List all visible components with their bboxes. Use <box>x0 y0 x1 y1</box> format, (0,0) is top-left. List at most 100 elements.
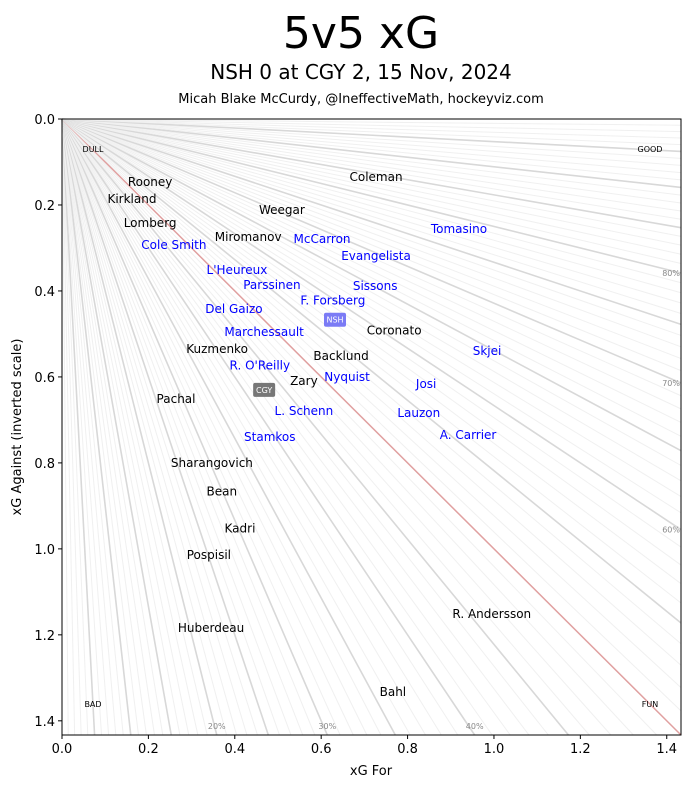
share-label: 80% <box>662 269 680 278</box>
share-line-90 <box>61 118 682 189</box>
share-line-92 <box>61 118 682 174</box>
chart-title: 5v5 xG <box>283 8 439 59</box>
player-label: Rooney <box>128 175 173 189</box>
player-label: R. O'Reilly <box>230 359 291 373</box>
share-line-82 <box>61 118 682 255</box>
share-line-56 <box>61 118 682 604</box>
share-line-39 <box>61 118 459 736</box>
plot-frame <box>61 118 682 736</box>
share-line-71 <box>61 118 682 372</box>
x-tick-label: 0.6 <box>311 742 332 757</box>
share-line-15 <box>61 118 173 736</box>
share-line-64 <box>61 118 682 466</box>
share-line-1 <box>61 118 69 736</box>
player-label: McCarron <box>294 232 351 246</box>
player-label: F. Forsberg <box>300 294 365 308</box>
player-label: Coleman <box>349 170 402 184</box>
y-tick-label: 0.8 <box>34 457 55 472</box>
share-line-99 <box>61 118 682 126</box>
x-tick-label: 0.8 <box>397 742 418 757</box>
team-marker-nsh: NSH <box>323 312 346 327</box>
player-label: L. Schenn <box>275 404 334 418</box>
share-line-33 <box>61 118 368 736</box>
player-label: Kirkland <box>107 192 156 206</box>
share-line-85 <box>61 118 682 229</box>
player-label: Lomberg <box>124 216 177 230</box>
share-line-77 <box>61 118 682 304</box>
share-line-18 <box>61 118 199 736</box>
x-axis-label: xG For <box>350 764 393 779</box>
share-line-10 <box>61 118 132 736</box>
share-label: 60% <box>662 526 680 535</box>
player-label: Bean <box>207 485 238 499</box>
share-line-19 <box>61 118 208 736</box>
share-line-45 <box>61 118 570 736</box>
share-line-28 <box>61 118 304 736</box>
player-label: Skjei <box>473 344 502 358</box>
share-line-58 <box>61 118 682 566</box>
player-label: Sissons <box>353 279 398 293</box>
share-line-16 <box>61 118 181 736</box>
share-line-49 <box>61 118 658 736</box>
share-line-43 <box>61 118 530 736</box>
share-line-65 <box>61 118 682 452</box>
share-line-61 <box>61 118 682 514</box>
player-label: Evangelista <box>341 249 411 263</box>
share-line-79 <box>61 118 682 284</box>
share-line-25 <box>61 118 270 736</box>
player-label: Marchessault <box>224 325 304 339</box>
share-line-93 <box>61 118 682 166</box>
player-label: Zary <box>290 374 318 388</box>
share-line-72 <box>61 118 682 360</box>
share-line-73 <box>61 118 682 348</box>
share-line-83 <box>61 118 682 246</box>
share-line-76 <box>61 118 682 315</box>
share-line-84 <box>61 118 682 237</box>
player-label: Coronato <box>367 324 422 338</box>
share-line-70 <box>61 118 682 384</box>
share-line-7 <box>61 118 110 736</box>
share-line-52 <box>61 118 682 688</box>
share-line-54 <box>61 118 682 645</box>
share-line-80 <box>61 118 682 274</box>
share-label: 20% <box>208 722 226 731</box>
share-line-34 <box>61 118 382 736</box>
player-label: Bahl <box>380 685 407 699</box>
share-line-63 <box>61 118 682 482</box>
share-line-55 <box>61 118 682 624</box>
share-line-75 <box>61 118 682 326</box>
share-line-69 <box>61 118 682 397</box>
player-labels: 20% 30% 40% 60% 70% 80% DULL GOOD BAD FUN NSH CGY Co… <box>83 145 681 731</box>
player-label: Stamkos <box>244 430 295 444</box>
share-line-98 <box>61 118 682 133</box>
share-label: 40% <box>466 722 484 731</box>
y-axis-label: xG Against (inverted scale) <box>10 339 25 516</box>
player-label: Weegar <box>259 203 305 217</box>
player-label: Lauzon <box>397 406 440 420</box>
x-tick-label: 1.4 <box>656 742 677 757</box>
team-marker-cgy: CGY <box>253 382 276 397</box>
share-line-47 <box>61 118 612 736</box>
share-line-48 <box>61 118 634 736</box>
share-line-59 <box>61 118 682 548</box>
share-label: 70% <box>662 379 680 388</box>
share-line-51 <box>61 118 682 712</box>
share-line-8 <box>61 118 117 736</box>
share-line-5 <box>61 118 96 736</box>
y-tick-label: 1.0 <box>34 543 55 558</box>
player-label: Miromanov <box>215 230 282 244</box>
share-line-87 <box>61 118 682 212</box>
share-line-9 <box>61 118 124 736</box>
chart-credit: Micah Blake McCurdy, @IneffectiveMath, h… <box>178 92 544 107</box>
share-line-66 <box>61 118 682 437</box>
share-line-37 <box>61 118 426 736</box>
share-line-26 <box>61 118 280 736</box>
share-line-30 <box>61 118 329 736</box>
player-label: Sharangovich <box>171 456 253 470</box>
share-line-17 <box>61 118 190 736</box>
share-line-36 <box>61 118 411 736</box>
player-label: Kadri <box>225 522 256 536</box>
share-line-14 <box>61 118 164 736</box>
share-line-44 <box>61 118 549 736</box>
